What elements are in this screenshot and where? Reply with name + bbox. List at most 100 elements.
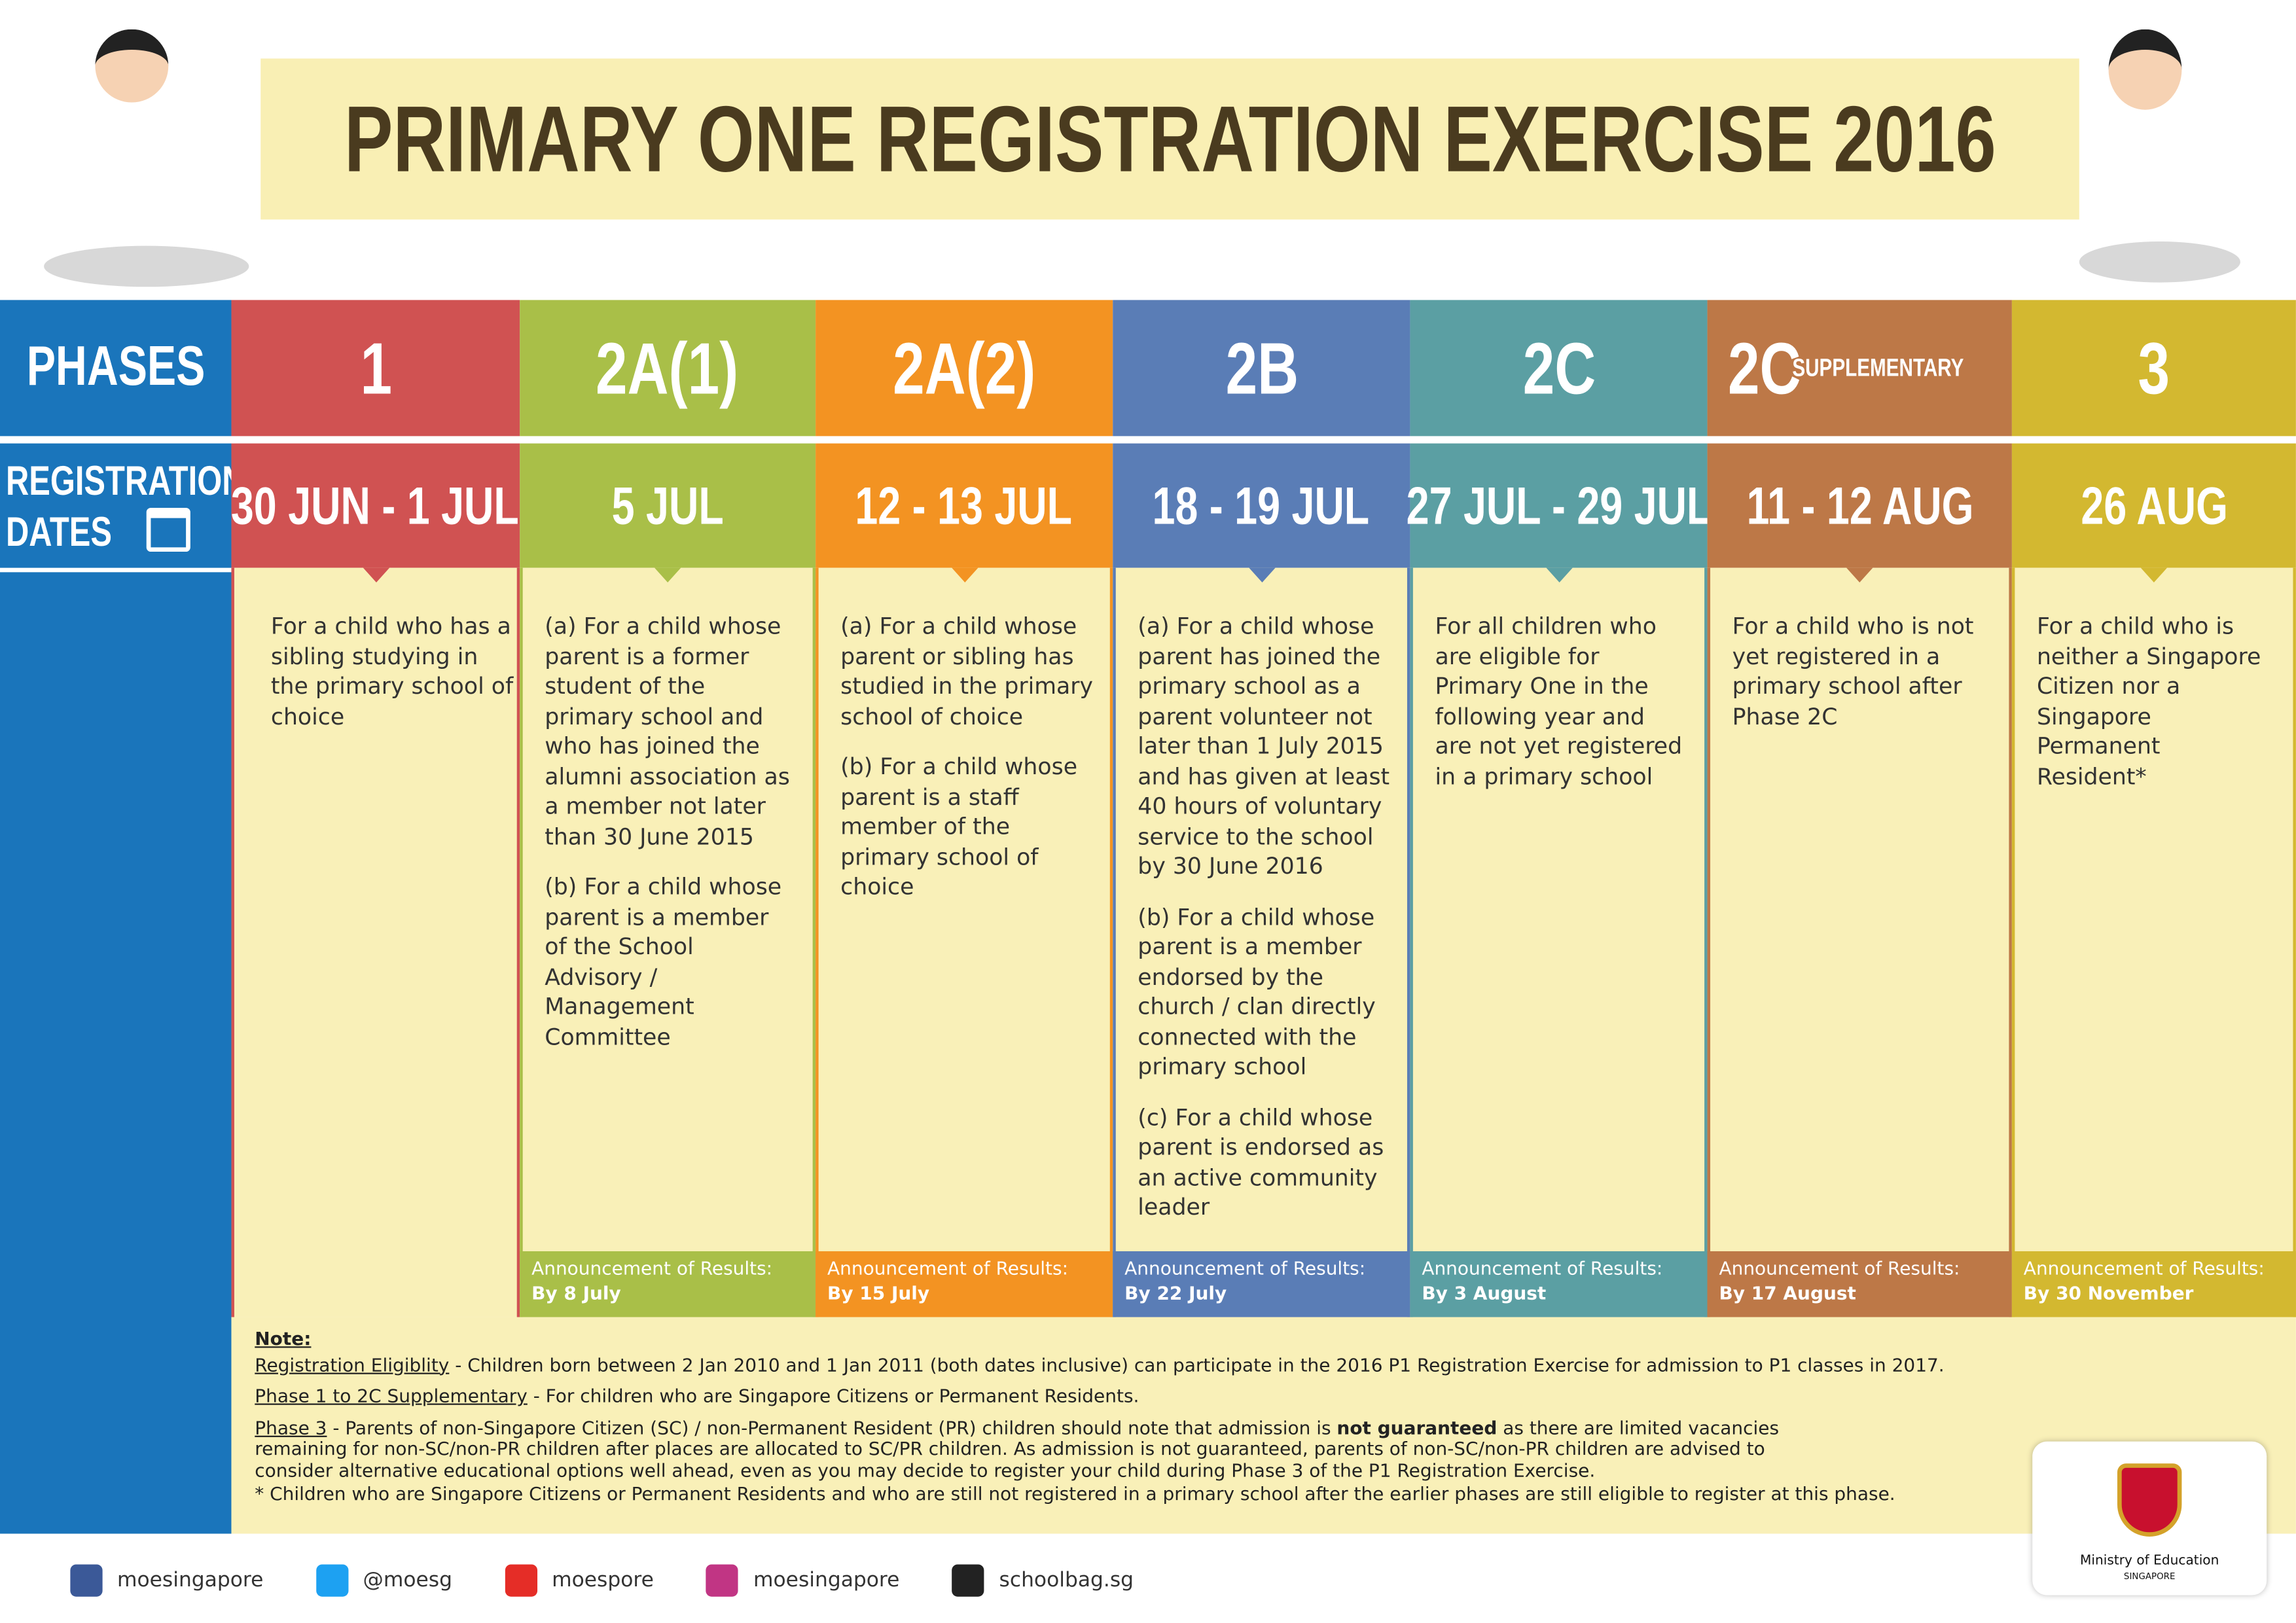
- description-paragraph: For all children who are eligible for Pr…: [1435, 613, 1683, 790]
- description: For all children who are eligible for Pr…: [1435, 612, 1688, 812]
- note-text: as there are limited vacancies remaining…: [255, 1416, 1780, 1480]
- description-paragraph: (a) For a child whose parent or sibling …: [840, 613, 1094, 730]
- phase-header: 2C: [1410, 300, 1708, 437]
- phase-number: 2C: [1522, 327, 1596, 410]
- girl-head: [2108, 29, 2182, 110]
- announcement-date: By 15 July: [827, 1281, 930, 1304]
- phase-header: 2A(1): [520, 300, 816, 437]
- note-text: - For children who are Singapore Citizen…: [527, 1384, 1139, 1406]
- phase-dates: 5 JUL: [520, 443, 816, 568]
- note-item: Registration Eligiblity - Children born …: [255, 1353, 2272, 1376]
- announcement-label: Announcement of Results:: [2023, 1257, 2265, 1279]
- pointer: [1248, 567, 1275, 583]
- description-paragraph: (b) For a child whose parent is a staff …: [840, 753, 1078, 901]
- note-item: Phase 1 to 2C Supplementary - For childr…: [255, 1384, 2272, 1407]
- social-item: moesingapore: [70, 1560, 263, 1601]
- phase-header: 2A(2): [816, 300, 1113, 437]
- social-icon: [70, 1564, 103, 1597]
- description-paragraph: (b) For a child whose parent is a member…: [545, 874, 782, 1050]
- phases-text: PHASES: [26, 336, 206, 399]
- announcement-date: By 8 July: [531, 1281, 621, 1304]
- phase-number: 2C: [1727, 327, 1801, 410]
- announcement-date: By 22 July: [1124, 1281, 1227, 1304]
- social-item: moespore: [505, 1560, 654, 1601]
- title-banner: PRIMARY ONE REGISTRATION EXERCISE 2016: [260, 58, 2079, 220]
- phase-suffix: SUPPLEMENTARY: [1792, 353, 1964, 382]
- phase-dates: 18 - 19 JUL: [1113, 443, 1410, 568]
- announcement-label: Announcement of Results:: [531, 1257, 773, 1279]
- dates-text: 11 - 12 AUG: [1746, 474, 1973, 535]
- announcement-date: By 3 August: [1422, 1281, 1547, 1304]
- left-column: [0, 300, 232, 1534]
- phase-dates: 11 - 12 AUG: [1707, 443, 2012, 568]
- description: For a child who is not yet registered in…: [1732, 612, 1993, 753]
- announcement: Announcement of Results: By 30 November: [2011, 1251, 2296, 1317]
- description: (a) For a child whose parent has joined …: [1138, 612, 1391, 1243]
- phase-number: 3: [2138, 327, 2170, 410]
- dates-label: REGISTRATION DATES: [0, 444, 245, 568]
- notes: Note: Registration Eligiblity - Children…: [231, 1317, 2296, 1534]
- phase-number: 2A(2): [893, 327, 1036, 410]
- social-item: moesingapore: [706, 1560, 899, 1601]
- social-handle: @moesg: [363, 1569, 452, 1592]
- description-paragraph: For a child who is not yet registered in…: [1732, 613, 1974, 730]
- dates-text: DATES: [5, 509, 112, 555]
- description-paragraph: (a) For a child whose parent has joined …: [1138, 613, 1390, 880]
- phase-body: For a child who is not yet registered in…: [1707, 567, 2012, 1317]
- announcement: Announcement of Results: By 22 July: [1113, 1251, 1410, 1317]
- note-term: Registration Eligiblity: [255, 1353, 450, 1375]
- notes-heading: Note:: [255, 1327, 312, 1349]
- social-bar: moesingapore @moesg moespore moesingapore sc…: [70, 1560, 1827, 1601]
- dates-text: 12 - 13 JUL: [855, 474, 1073, 535]
- description: For a child who has a sibling studying i…: [271, 612, 516, 753]
- phase-dates: 30 JUN - 1 JUL: [231, 443, 520, 568]
- social-handle: moesingapore: [117, 1569, 264, 1592]
- description-paragraph: (c) For a child whose parent is endorsed…: [1138, 1104, 1384, 1221]
- note-text: - Children born between 2 Jan 2010 and 1…: [449, 1353, 1945, 1375]
- dates-text: REGISTRATION: [5, 457, 245, 504]
- announcement-label: Announcement of Results:: [1719, 1257, 1960, 1279]
- phase-header: 1: [231, 300, 520, 437]
- phase-body: For all children who are eligible for Pr…: [1410, 567, 1708, 1317]
- phase-body: (a) For a child whose parent is a former…: [520, 567, 816, 1317]
- note-item: Phase 3 - Parents of non-Singapore Citiz…: [255, 1416, 1836, 1481]
- moe-logo: Ministry of Education SINGAPORE: [2032, 1441, 2267, 1596]
- separator: [0, 567, 232, 573]
- social-icon: [315, 1564, 349, 1597]
- announcement-date: By 17 August: [1719, 1281, 1856, 1304]
- description-paragraph: (a) For a child whose parent is a former…: [545, 613, 790, 850]
- calendar-icon: [146, 507, 190, 552]
- announcement-label: Announcement of Results:: [1422, 1257, 1663, 1279]
- description: For a child who is neither a Singapore C…: [2037, 612, 2277, 812]
- announcement: Announcement of Results: By 3 August: [1410, 1251, 1708, 1317]
- social-icon: [505, 1564, 537, 1597]
- pointer: [655, 567, 681, 583]
- announcement-date: By 30 November: [2023, 1281, 2194, 1304]
- dates-text: 30 JUN - 1 JUL: [231, 474, 520, 535]
- dates-text: 18 - 19 JUL: [1153, 474, 1371, 535]
- announcement-label: Announcement of Results:: [827, 1257, 1069, 1279]
- phase-header: 2C SUPPLEMENTARY: [1707, 300, 2012, 437]
- figure-shadow: [2079, 241, 2240, 283]
- note-term: Phase 1 to 2C Supplementary: [255, 1384, 528, 1406]
- phase-body: For a child who has a sibling studying i…: [231, 567, 520, 1317]
- dates-text: 27 JUL - 29 JUL: [1406, 474, 1712, 535]
- pointer: [362, 567, 389, 583]
- description-paragraph: (b) For a child whose parent is a member…: [1138, 903, 1376, 1080]
- phases-label: PHASES: [0, 300, 231, 436]
- note-bold: not guaranteed: [1336, 1416, 1498, 1438]
- footnote: * Children who are Singapore Citizens or…: [255, 1482, 1895, 1505]
- title: PRIMARY ONE REGISTRATION EXERCISE 2016: [344, 86, 1996, 192]
- social-handle: moesingapore: [753, 1569, 900, 1592]
- phase-body: For a child who is neither a Singapore C…: [2011, 567, 2296, 1317]
- boy-head: [95, 29, 169, 103]
- phase-dates: 27 JUL - 29 JUL: [1406, 443, 1712, 568]
- phase-body: (a) For a child whose parent or sibling …: [816, 567, 1113, 1317]
- announcement: Announcement of Results: By 8 July: [520, 1251, 816, 1317]
- pointer: [1545, 567, 1572, 583]
- social-item: @moesg: [315, 1560, 452, 1601]
- phase-header: 3: [2011, 300, 2296, 437]
- social-icon: [706, 1564, 739, 1597]
- crest: [2117, 1463, 2182, 1537]
- social-handle: moespore: [552, 1569, 654, 1592]
